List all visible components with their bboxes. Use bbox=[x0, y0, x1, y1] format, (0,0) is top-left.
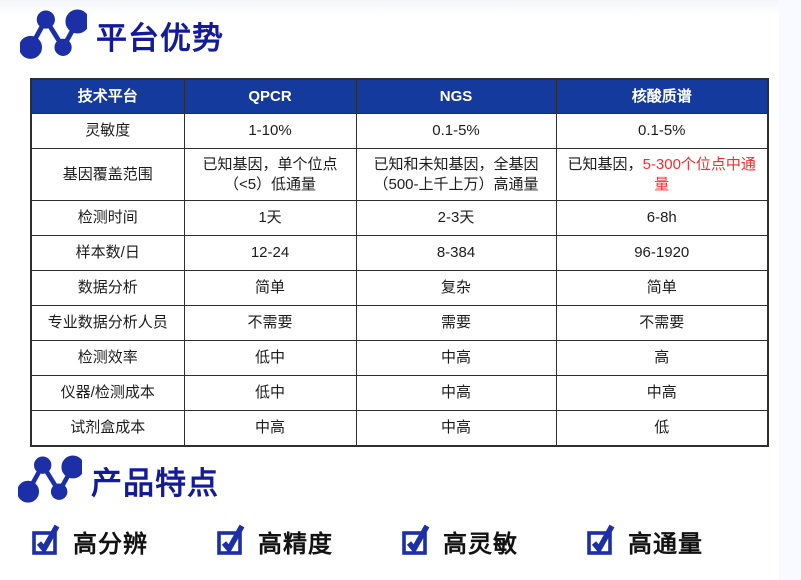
row-label: 数据分析 bbox=[30, 270, 185, 306]
section-title-features: 产品特点 bbox=[91, 465, 219, 501]
row-label: 检测效率 bbox=[30, 340, 185, 376]
table-row-data-analysis: 数据分析 简单 复杂 简单 bbox=[30, 270, 769, 306]
platform-comparison-table: 技术平台 QPCR NGS 核酸质谱 灵敏度 1-10% 0.1-5% 0.1-… bbox=[30, 78, 769, 447]
cell-ngs: 8-384 bbox=[355, 235, 557, 271]
header-cell-mass-spec: 核酸质谱 bbox=[555, 78, 769, 114]
platform-advantages-heading: 平台优势 bbox=[19, 6, 224, 64]
cell-qpcr: 简单 bbox=[183, 270, 357, 306]
row-label: 专业数据分析人员 bbox=[30, 305, 185, 341]
feature-label: 高灵敏 bbox=[443, 531, 518, 558]
feature-list: 高分辨 高精度 高灵敏 bbox=[30, 522, 770, 561]
cell-qpcr: 1-10% bbox=[183, 113, 357, 149]
cell-ngs: 2-3天 bbox=[355, 200, 557, 236]
feature-label: 高通量 bbox=[628, 531, 703, 558]
feature-item-high-precision: 高精度 bbox=[215, 522, 400, 561]
top-background-tint bbox=[0, 0, 801, 16]
section-title-platform: 平台优势 bbox=[96, 20, 224, 56]
cell-ngs: 中高 bbox=[355, 410, 557, 447]
row-label: 试剂盒成本 bbox=[30, 410, 185, 447]
table-row-samples-per-day: 样本数/日 12-24 8-384 96-1920 bbox=[30, 235, 769, 271]
header-cell-platform: 技术平台 bbox=[30, 78, 185, 114]
cell-mass-spec: 低 bbox=[555, 410, 769, 447]
cell-ngs: 中高 bbox=[355, 340, 557, 376]
cell-qpcr: 12-24 bbox=[183, 235, 357, 271]
table-row-sensitivity: 灵敏度 1-10% 0.1-5% 0.1-5% bbox=[30, 113, 769, 149]
row-label: 基因覆盖范围 bbox=[30, 148, 185, 201]
cell-text-prefix: 已知基因， bbox=[567, 156, 643, 173]
checked-checkbox-icon bbox=[400, 522, 431, 561]
checked-checkbox-icon bbox=[585, 522, 616, 561]
table-header-row: 技术平台 QPCR NGS 核酸质谱 bbox=[30, 78, 769, 114]
cell-ngs: 需要 bbox=[355, 305, 557, 341]
right-background-band bbox=[779, 0, 801, 580]
table-row-kit-cost: 试剂盒成本 中高 中高 低 bbox=[30, 410, 769, 447]
row-label: 样本数/日 bbox=[30, 235, 185, 271]
cell-ngs: 中高 bbox=[355, 375, 557, 411]
feature-item-high-sensitivity: 高灵敏 bbox=[400, 522, 585, 561]
table-row-analyst-needed: 专业数据分析人员 不需要 需要 不需要 bbox=[30, 305, 769, 341]
header-cell-ngs: NGS bbox=[355, 78, 557, 114]
cell-mass-spec: 0.1-5% bbox=[555, 113, 769, 149]
feature-label: 高精度 bbox=[258, 531, 333, 558]
cell-qpcr: 低中 bbox=[183, 340, 357, 376]
table-row-instrument-cost: 仪器/检测成本 低中 中高 中高 bbox=[30, 375, 769, 411]
cell-ngs: 已知和未知基因，全基因（500-上千上万）高通量 bbox=[355, 148, 557, 201]
molecule-zigzag-icon bbox=[17, 452, 85, 508]
cell-text-highlight: 5-300个位点中通量 bbox=[642, 156, 756, 193]
cell-mass-spec: 96-1920 bbox=[555, 235, 769, 271]
table-row-efficiency: 检测效率 低中 中高 高 bbox=[30, 340, 769, 376]
product-features-heading: 产品特点 bbox=[17, 452, 219, 508]
cell-qpcr: 中高 bbox=[183, 410, 357, 447]
cell-qpcr: 1天 bbox=[183, 200, 357, 236]
row-label: 仪器/检测成本 bbox=[30, 375, 185, 411]
cell-mass-spec: 简单 bbox=[555, 270, 769, 306]
cell-mass-spec: 中高 bbox=[555, 375, 769, 411]
header-cell-qpcr: QPCR bbox=[183, 78, 357, 114]
cell-qpcr: 已知基因，单个位点（<5）低通量 bbox=[183, 148, 357, 201]
feature-item-high-resolution: 高分辨 bbox=[30, 522, 215, 561]
table-row-detection-time: 检测时间 1天 2-3天 6-8h bbox=[30, 200, 769, 236]
cell-qpcr: 低中 bbox=[183, 375, 357, 411]
cell-mass-spec: 已知基因，5-300个位点中通量 bbox=[555, 148, 769, 201]
molecule-zigzag-icon bbox=[19, 6, 90, 64]
checked-checkbox-icon bbox=[30, 522, 61, 561]
table-row-gene-coverage: 基因覆盖范围 已知基因，单个位点（<5）低通量 已知和未知基因，全基因（500-… bbox=[30, 148, 769, 201]
cell-ngs: 复杂 bbox=[355, 270, 557, 306]
cell-ngs: 0.1-5% bbox=[355, 113, 557, 149]
feature-item-high-throughput: 高通量 bbox=[585, 522, 770, 561]
cell-mass-spec: 不需要 bbox=[555, 305, 769, 341]
cell-mass-spec: 高 bbox=[555, 340, 769, 376]
cell-qpcr: 不需要 bbox=[183, 305, 357, 341]
checked-checkbox-icon bbox=[215, 522, 246, 561]
row-label: 灵敏度 bbox=[30, 113, 185, 149]
row-label: 检测时间 bbox=[30, 200, 185, 236]
feature-label: 高分辨 bbox=[73, 531, 148, 558]
cell-mass-spec: 6-8h bbox=[555, 200, 769, 236]
